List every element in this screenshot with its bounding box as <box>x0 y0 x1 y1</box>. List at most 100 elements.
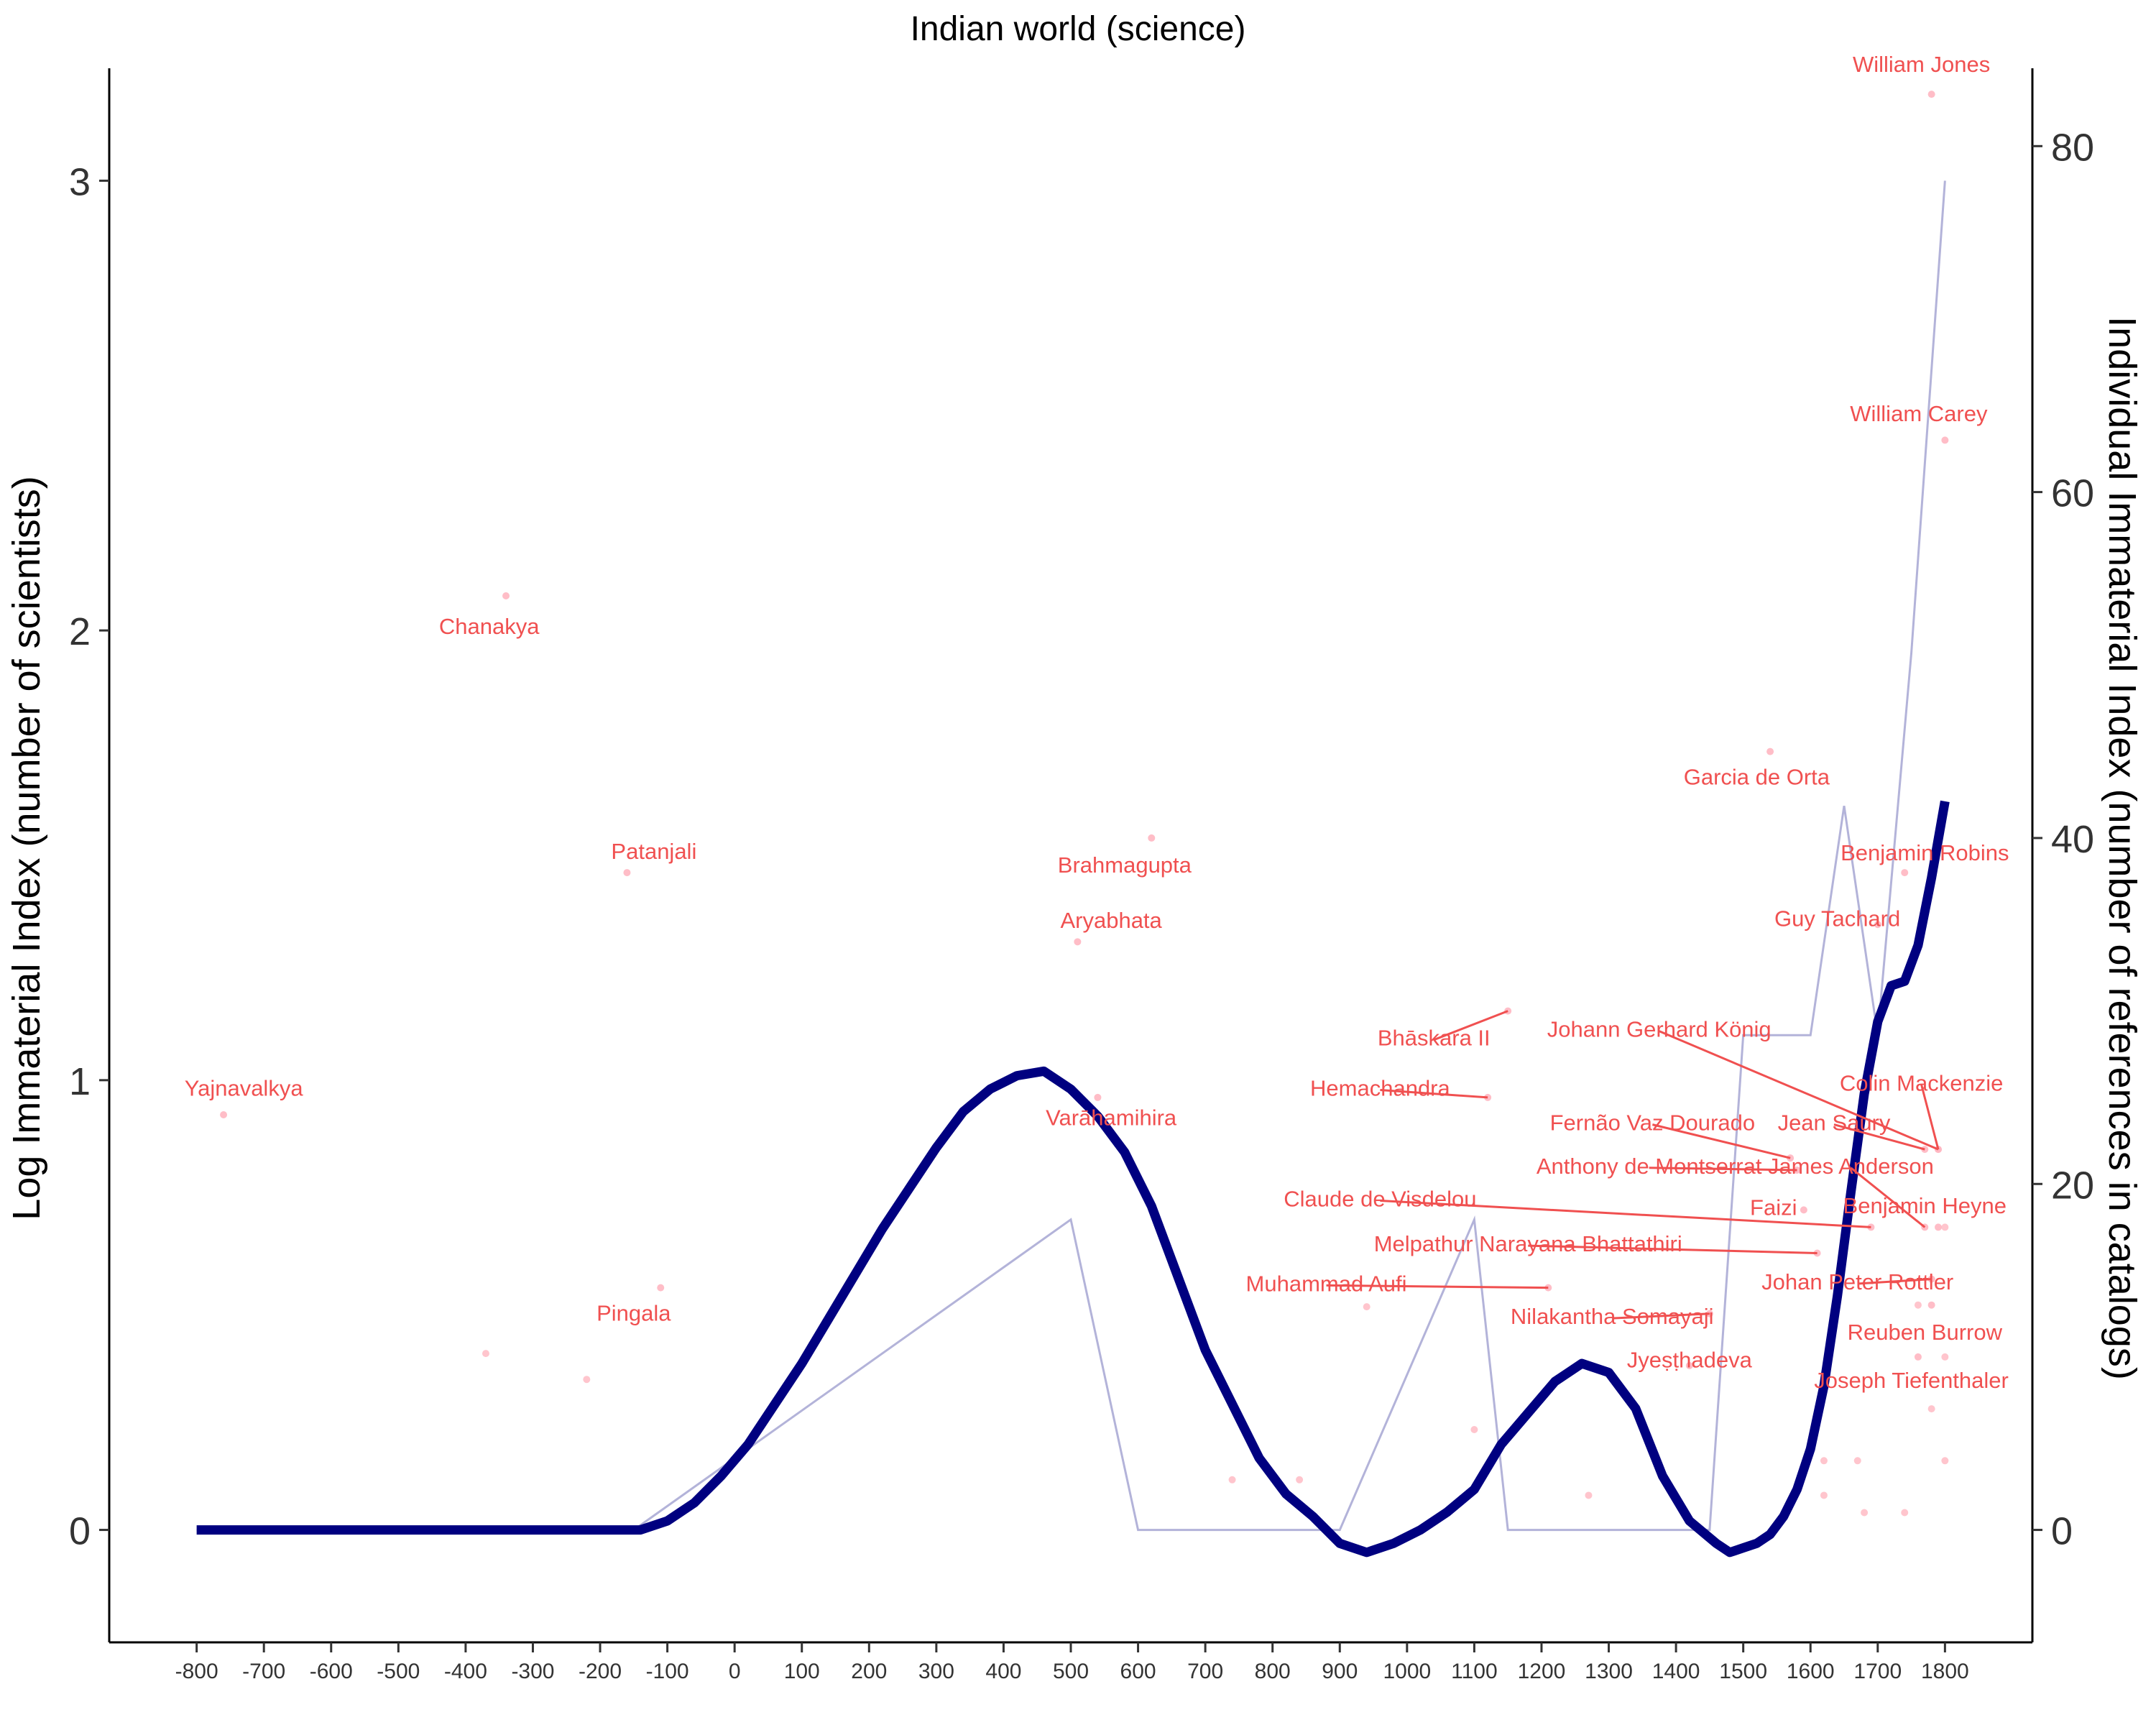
scientist-label: William Carey <box>1850 401 1988 426</box>
scientist-label: William Jones <box>1853 52 1990 77</box>
x-tick-label: 1600 <box>1787 1660 1835 1683</box>
scientist-point <box>1927 1405 1935 1413</box>
x-tick-label: 1000 <box>1383 1660 1431 1683</box>
scientist-point <box>623 869 631 877</box>
scientist-point <box>1914 1353 1922 1361</box>
scientist-label: James Anderson <box>1768 1154 1934 1179</box>
scientist-point <box>1228 1476 1236 1484</box>
y-left-tick-label: 0 <box>69 1510 91 1553</box>
y-left-tick-label: 1 <box>69 1060 91 1103</box>
scientist-points <box>220 91 1949 1517</box>
smoothed-series-line <box>196 800 1950 1558</box>
scientist-point <box>220 1110 228 1118</box>
scientist-label: Varāhamihira <box>1046 1105 1177 1130</box>
scientist-point <box>657 1284 665 1292</box>
scientist-label: Benjamin Heyne <box>1843 1193 2007 1218</box>
x-tick-label: -400 <box>444 1660 487 1683</box>
scientist-label: Guy Tachard <box>1774 906 1900 932</box>
scientist-point <box>1148 834 1156 842</box>
label-connector <box>1326 1284 1549 1289</box>
scientist-point <box>1685 1361 1693 1369</box>
scientist-label: Jean Saury <box>1778 1110 1891 1136</box>
x-tick-label: 1400 <box>1652 1660 1700 1683</box>
scientist-label: Patanjali <box>611 839 696 864</box>
raw-series <box>196 180 1946 1532</box>
label-connector <box>1528 1244 1818 1255</box>
scientist-label: Johan Peter Rottler <box>1761 1269 1953 1294</box>
scientist-point <box>1074 938 1082 946</box>
scientist-point <box>1901 869 1909 877</box>
scientist-point <box>1853 1457 1861 1465</box>
x-tick-label: -700 <box>242 1660 285 1683</box>
scientist-label: Muhammad Aufi <box>1246 1271 1407 1296</box>
label-connector <box>1659 1030 1939 1151</box>
y-left-tick-label: 3 <box>69 160 91 203</box>
scientist-point <box>1585 1491 1593 1499</box>
scientist-labels: William Jones William Carey Chanakya Garcia… <box>185 52 2009 1393</box>
scientist-point <box>583 1376 591 1384</box>
x-tick-label: 1200 <box>1518 1660 1566 1683</box>
y-right-tick-label: 60 <box>2051 472 2094 515</box>
scientist-label: Brahmagupta <box>1058 852 1192 878</box>
scientist-label: Bhāskara II <box>1378 1026 1491 1051</box>
x-tick-label: -200 <box>579 1660 622 1683</box>
x-tick-label: 800 <box>1255 1660 1291 1683</box>
x-tick-label: 1800 <box>1921 1660 1969 1683</box>
scientist-point <box>1941 436 1949 444</box>
scientist-point <box>482 1350 489 1358</box>
x-tick-label: 700 <box>1187 1660 1223 1683</box>
scientist-point <box>1296 1476 1304 1484</box>
scientist-label: Chanakya <box>439 614 540 639</box>
scientist-label: Anthony de Montserrat <box>1537 1154 1762 1179</box>
scientist-label: Nilakantha Somayaji <box>1511 1304 1714 1329</box>
y-axis-left-label: Log Immaterial Index (number of scientis… <box>5 476 48 1220</box>
scientist-point <box>1800 1206 1807 1214</box>
scientist-point <box>1941 1457 1949 1465</box>
label-connector <box>1433 1010 1508 1041</box>
x-tick-label: 100 <box>784 1660 820 1683</box>
scientist-label: Pingala <box>596 1300 671 1325</box>
y-right-tick-label: 80 <box>2051 126 2094 169</box>
label-connector <box>1651 1123 1791 1159</box>
chart-title: Indian world (science) <box>911 10 1246 48</box>
y-axis-right-label: Individual Immaterial Index (number of r… <box>2101 316 2144 1380</box>
x-tick-label: 0 <box>729 1660 741 1683</box>
scientist-point <box>1935 1223 1943 1231</box>
scientist-label: Fernão Vaz Dourado <box>1550 1110 1755 1136</box>
scientist-label: Colin Mackenzie <box>1840 1070 2003 1095</box>
scientist-point <box>1861 1509 1869 1517</box>
scientist-point <box>1914 1301 1922 1309</box>
label-connector <box>1380 1200 1871 1228</box>
label-connector <box>1857 1278 1932 1285</box>
x-tick-label: 600 <box>1120 1660 1156 1683</box>
scientist-point <box>1941 1223 1949 1231</box>
x-tick-label: 1700 <box>1853 1660 1902 1683</box>
scientist-label: Benjamin Robins <box>1841 840 2009 865</box>
y-right-tick-label: 0 <box>2051 1510 2073 1553</box>
scientist-label: Melpathur Narayana Bhattathiri <box>1374 1231 1682 1256</box>
scientist-label: Joseph Tiefenthaler <box>1814 1368 2009 1393</box>
label-connector <box>1833 1123 1925 1151</box>
x-tick-label: -600 <box>310 1660 353 1683</box>
scientist-label: Aryabhata <box>1060 908 1162 933</box>
scientist-point <box>1941 1353 1949 1361</box>
x-tick-label: -100 <box>646 1660 689 1683</box>
y-right-tick-label: 20 <box>2051 1164 2094 1207</box>
smoothed-series <box>196 800 1950 1558</box>
axes: -800 -700 -600 -500 -400 -300 -200 -100 0 100 200 3… <box>69 68 2094 1683</box>
scientist-point <box>1874 921 1881 929</box>
x-tick-label: 400 <box>985 1660 1021 1683</box>
label-connector <box>1612 1312 1710 1320</box>
scientist-point <box>1094 1093 1102 1101</box>
raw-series-line <box>196 180 1946 1532</box>
x-tick-label: -500 <box>377 1660 420 1683</box>
scientist-point <box>502 592 510 600</box>
scientist-label: Jyeṣṭhadeva <box>1627 1347 1753 1372</box>
label-connector <box>1380 1088 1488 1099</box>
x-tick-label: 200 <box>851 1660 887 1683</box>
scientist-label: Hemachandra <box>1310 1075 1450 1100</box>
x-tick-label: -300 <box>511 1660 554 1683</box>
scientist-point <box>1901 1509 1909 1517</box>
scientist-label: Yajnavalkya <box>185 1075 304 1100</box>
